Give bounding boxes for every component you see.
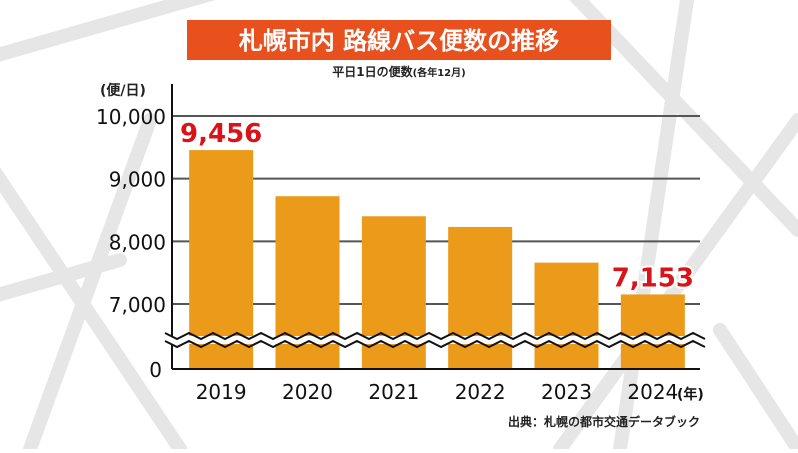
subtitle-note: (各年12月)	[413, 66, 466, 79]
bar-2022	[448, 226, 513, 369]
bars	[189, 150, 685, 369]
grid-lines	[172, 115, 700, 305]
y-tick-label: 9,000	[109, 168, 166, 192]
x-tick-label: 2024	[627, 380, 678, 404]
data-label-2024: 7,153	[612, 263, 694, 293]
x-tick-label: 2023	[541, 380, 592, 404]
y-tick-label: 8,000	[109, 230, 166, 254]
bar-2023	[534, 262, 599, 369]
axes: 7,000 8,000 9,000 10,000 0 2019 2020 2021 2022 20…	[96, 84, 708, 404]
x-tick-label: 2019	[196, 380, 247, 404]
data-label-2019: 9,456	[180, 119, 262, 149]
x-tick-label: 2022	[455, 380, 506, 404]
y-tick-label: 10,000	[96, 105, 166, 129]
bar-2019	[189, 150, 254, 369]
axis-break-wave-top	[164, 331, 706, 341]
axis-break	[164, 331, 708, 349]
bar-2024	[620, 294, 685, 369]
x-axis-unit: (年)	[677, 386, 704, 403]
y-tick-label-zero: 0	[149, 358, 162, 382]
axis-break-gap	[165, 336, 708, 344]
axis-break-wave-bottom	[164, 339, 706, 349]
chart-subtitle: 平日1日の便数(各年12月)	[332, 64, 465, 79]
title-banner: 札幌市内 路線バス便数の推移	[187, 20, 611, 60]
source-note: 出典：札幌の都市交通データブック	[508, 414, 700, 429]
chart-title: 札幌市内 路線バス便数の推移	[238, 27, 559, 55]
y-axis-unit: (便/日)	[100, 82, 146, 99]
y-tick-label: 7,000	[109, 293, 166, 317]
x-tick-label: 2020	[282, 380, 333, 404]
x-tick-label: 2021	[368, 380, 419, 404]
value-labels: 9,456 7,153	[178, 117, 696, 295]
title-background	[187, 20, 611, 60]
subtitle-main: 平日1日の便数	[332, 64, 413, 79]
